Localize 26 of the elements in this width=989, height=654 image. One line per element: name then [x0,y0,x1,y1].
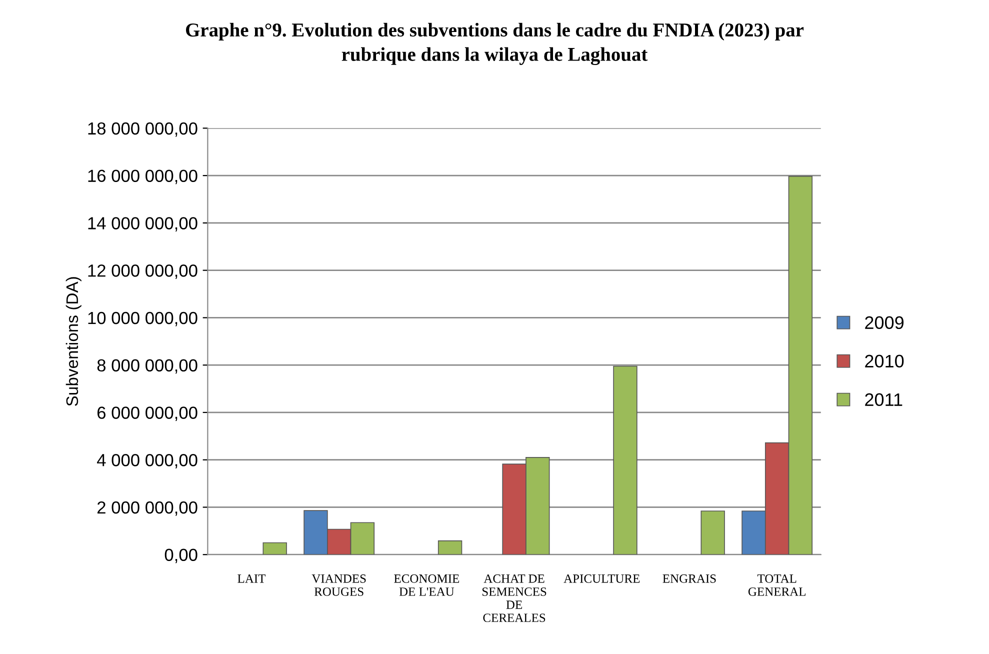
x-tick-label: LAIT [238,574,266,583]
x-tick-label: ACHAT DE SEMENCES DE CEREALES [482,574,546,622]
y-tick-label: 12 000 000,00 [88,264,198,279]
bar [438,540,462,555]
legend-label: 2009 [865,316,904,330]
x-tick-label: VIANDES ROUGES [312,574,366,596]
y-tick-label: 16 000 000,00 [88,170,198,184]
y-tick-label: 18 000 000,00 [88,122,198,137]
legend-label: 2010 [865,354,904,368]
y-tick-label: 8 000 000,00 [97,359,198,374]
x-tick-label: ENGRAIS [662,574,716,583]
y-tick-label: 10 000 000,00 [88,312,198,326]
y-axis-title: Subventions (DA) [66,277,82,406]
bar [700,510,725,555]
y-tick-label: 4 000 000,00 [97,454,198,468]
y-tick-label: 14 000 000,00 [88,217,198,232]
x-tick-label: ECONOMIE DE L'EAU [394,574,460,596]
y-tick-label: 2 000 000,00 [97,501,198,516]
legend-label: 2011 [865,393,902,406]
chart-title: Graphe n°9. Evolution des subventions dans le cadre du FNDIA (2023) par rubrique dans la wilaya de Laghouat [186,22,804,66]
x-tick-label: TOTAL GENERAL [748,574,806,596]
y-tick-label: 0,00 [164,548,198,564]
bar [262,542,287,555]
x-tick-label: APICULTURE [564,574,640,583]
y-tick-label: 6 000 000,00 [97,406,198,421]
bar [613,366,638,555]
